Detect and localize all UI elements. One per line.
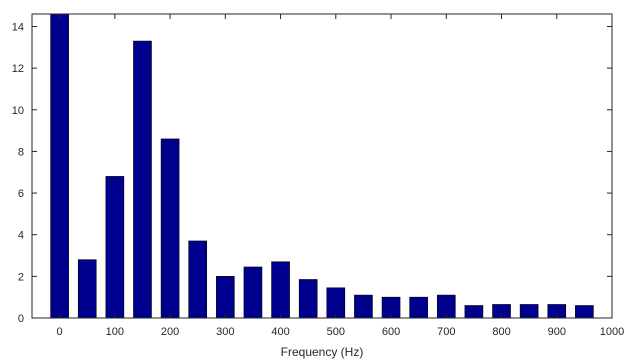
bar-250hz (188, 240, 208, 319)
y-tick-label: 0 (18, 313, 24, 325)
x-tick-label: 1000 (600, 326, 624, 338)
bars-group (50, 13, 594, 319)
x-tick-label: 500 (327, 326, 345, 338)
x-tick-label: 400 (271, 326, 289, 338)
y-tick-label: 10 (12, 105, 24, 117)
y-tick-label: 6 (18, 188, 24, 200)
bar-550hz (354, 294, 373, 319)
y-tick-label: 14 (12, 21, 24, 33)
bar-400hz (271, 261, 290, 319)
y-tick-label: 12 (12, 63, 24, 75)
bar-950hz (575, 305, 594, 319)
x-tick-label: 100 (106, 326, 124, 338)
bar-350hz (243, 266, 263, 319)
bar-200hz (160, 138, 180, 319)
y-tick-label: 8 (18, 146, 24, 158)
bar-300hz (216, 276, 235, 319)
bar-650hz (409, 296, 428, 319)
y-tick-label: 2 (18, 271, 24, 283)
plot-frame (31, 13, 613, 319)
bar-750hz (464, 305, 484, 319)
x-axis: 0 100 200 300 400 500 600 700 800 900 1000 (57, 14, 624, 338)
bar-100hz (105, 176, 125, 319)
x-tick-label: 800 (492, 326, 510, 338)
y-tick-label: 4 (18, 230, 24, 242)
bar-50hz (77, 259, 97, 319)
x-tick-label: 300 (216, 326, 234, 338)
bar-0hz (50, 13, 69, 319)
x-tick-label: 600 (382, 326, 400, 338)
bar-850hz (519, 304, 539, 319)
x-tick-label: 200 (161, 326, 179, 338)
bar-450hz (298, 279, 318, 319)
x-tick-label: 700 (437, 326, 455, 338)
x-tick-label: 900 (548, 326, 566, 338)
bar-150hz (133, 40, 152, 319)
x-tick-label: 0 (57, 326, 63, 338)
x-axis-label: Frequency (Hz) (281, 345, 364, 359)
